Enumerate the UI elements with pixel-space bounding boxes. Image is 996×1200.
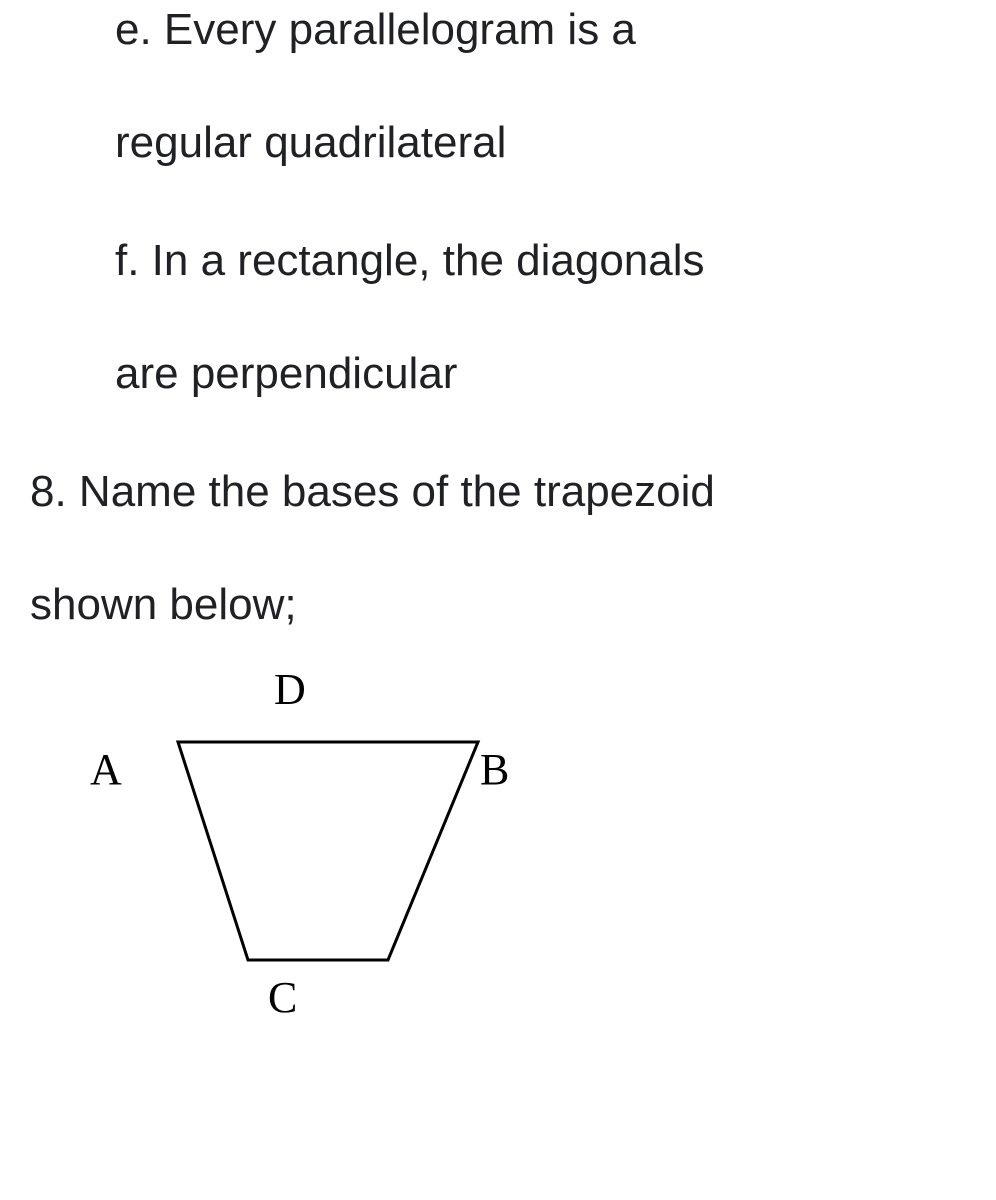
item-f: f. In a rectangle, the diagonals are per… [30,231,966,404]
item-f-line1: f. In a rectangle, the diagonals [115,231,966,290]
page-root: e. Every parallelogram is a regular quad… [0,0,996,1012]
q8-line2: shown below; [30,575,966,634]
vertex-label-D: D [274,660,306,719]
item-e: e. Every parallelogram is a regular quad… [30,0,966,173]
trapezoid-diagram: D A B C [88,672,608,1012]
trapezoid-svg [128,720,528,980]
item-e-line2: regular quadrilateral [115,113,966,172]
item-f-line2: are perpendicular [115,344,966,403]
vertex-label-A: A [90,740,122,799]
spacer [115,59,966,113]
trapezoid-shape [178,742,478,960]
item-e-line1: e. Every parallelogram is a [115,0,966,59]
q8-line1: 8. Name the bases of the trapezoid [30,462,966,521]
spacer [115,290,966,344]
spacer [30,521,966,575]
question-8: 8. Name the bases of the trapezoid shown… [30,462,966,635]
